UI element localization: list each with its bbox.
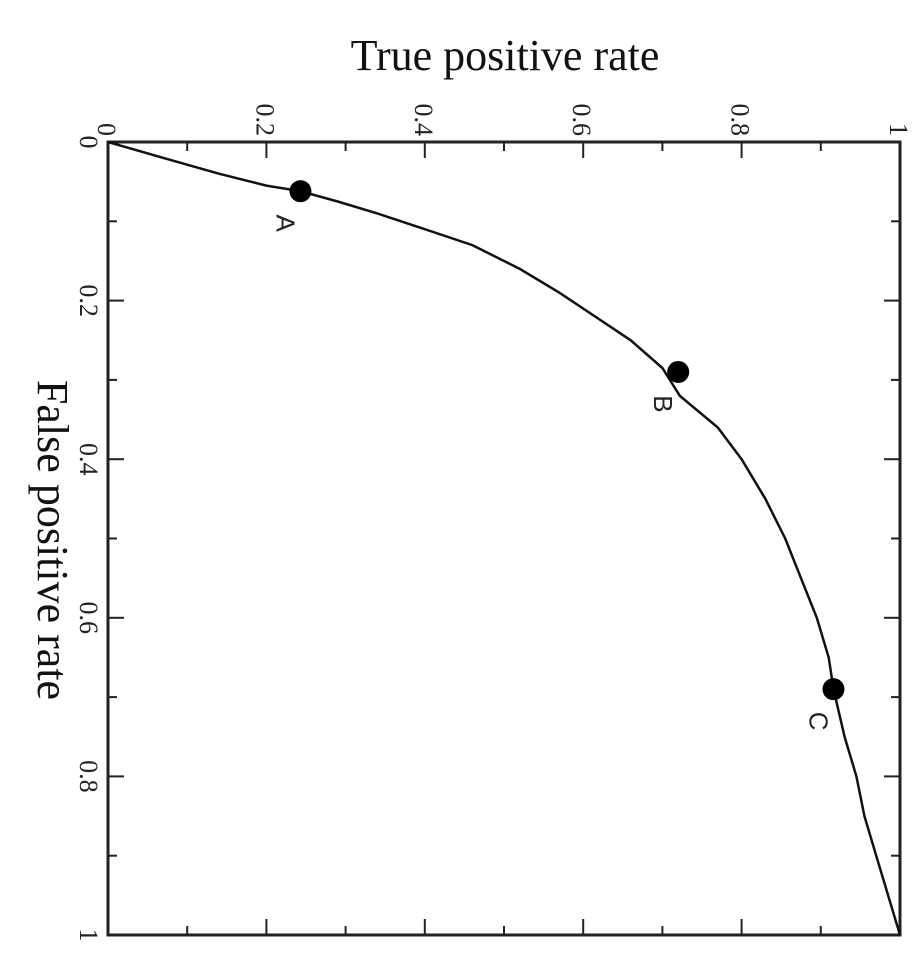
y-tick-label: 0.8 xyxy=(726,104,755,137)
y-tick-label: 1 xyxy=(884,123,913,136)
point-a-label: A xyxy=(270,214,300,232)
point-c-label: C xyxy=(803,712,833,731)
point-b-label: B xyxy=(648,395,678,412)
axis-ticks xyxy=(107,141,901,936)
y-tick-label: 0 xyxy=(92,123,121,136)
y-axis-title: True positive rate xyxy=(351,31,660,80)
point-c-marker xyxy=(822,678,845,701)
x-axis-title: False positive rate xyxy=(28,380,77,700)
x-tick-label: 0.6 xyxy=(74,602,103,635)
x-tick-label: 0 xyxy=(74,136,103,149)
roc-curve-line xyxy=(107,140,902,936)
x-tick-label: 1 xyxy=(74,929,103,942)
y-tick-label: 0.6 xyxy=(567,104,596,137)
point-b-marker xyxy=(667,360,690,383)
tick-labels: 0 0.2 0.4 0.6 0.8 1 0 0.2 0.4 0.6 0.8 1 xyxy=(74,104,913,942)
operating-points: A B C xyxy=(270,180,845,731)
point-a-marker xyxy=(289,180,312,203)
y-tick-label: 0.2 xyxy=(250,104,279,137)
x-tick-label: 0.2 xyxy=(74,284,103,317)
x-tick-label: 0.4 xyxy=(74,443,103,476)
y-tick-label: 0.4 xyxy=(409,104,438,137)
x-tick-label: 0.8 xyxy=(74,760,103,793)
